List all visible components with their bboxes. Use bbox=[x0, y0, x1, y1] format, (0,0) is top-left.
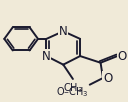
Text: N: N bbox=[42, 50, 51, 63]
Text: O: O bbox=[117, 50, 127, 63]
Text: O–CH$_3$: O–CH$_3$ bbox=[56, 86, 89, 99]
Text: O: O bbox=[103, 72, 112, 85]
Text: N: N bbox=[59, 25, 68, 38]
Text: CH$_3$: CH$_3$ bbox=[63, 81, 83, 95]
